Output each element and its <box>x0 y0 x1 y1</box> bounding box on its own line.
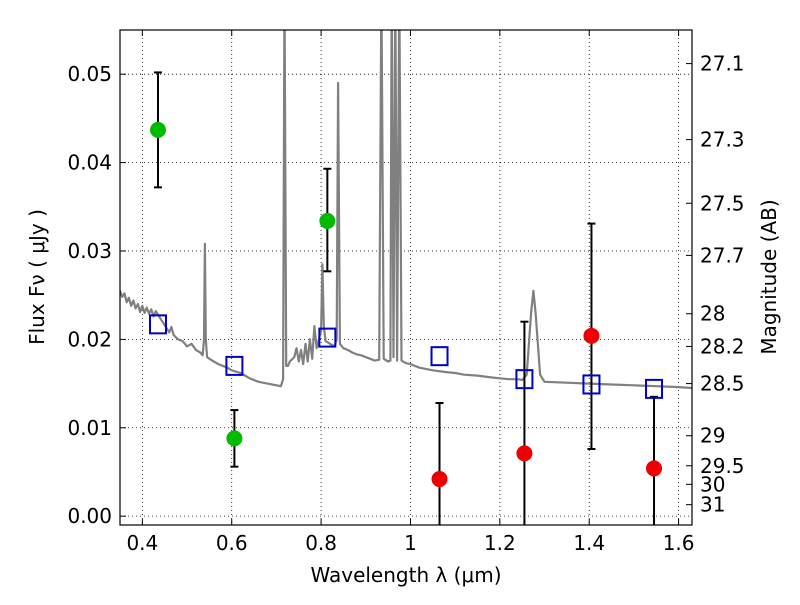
detection-point <box>226 430 243 447</box>
y2-tick-label: 28.5 <box>700 372 745 396</box>
y2-tick-label: 27.7 <box>700 243 745 267</box>
detection-point <box>319 212 336 229</box>
plot-frame <box>119 29 693 526</box>
y2-tick-label: 29 <box>700 424 725 448</box>
model-photometry-square <box>515 369 534 390</box>
x-tick-label: 0.6 <box>216 531 248 555</box>
nondetection-point <box>431 471 448 488</box>
sed-model-line <box>120 30 692 390</box>
model-photometry-square <box>148 314 167 335</box>
model-photometry-square <box>645 378 664 399</box>
detection-point <box>149 121 166 138</box>
y-tick-label: 0.02 <box>67 327 112 351</box>
y2-tick-label: 28 <box>700 302 725 326</box>
nondetection-point <box>516 445 533 462</box>
y-tick-label: 0.04 <box>67 151 112 175</box>
nondetection-point <box>646 460 663 477</box>
x-axis-label: Wavelength λ (μm) <box>310 563 501 587</box>
y-axis-label: Flux Fν ( μJy ) <box>25 209 49 345</box>
x-tick-label: 1.6 <box>663 531 695 555</box>
nondetection-point <box>583 327 600 344</box>
model-photometry-square <box>225 355 244 376</box>
y2-tick-label: 27.1 <box>700 52 745 76</box>
y-tick-label: 0.03 <box>67 239 112 263</box>
y2-tick-label: 31 <box>700 493 725 517</box>
y2-tick-label: 27.3 <box>700 128 745 152</box>
y2-tick-label: 30 <box>700 472 725 496</box>
model-photometry-square <box>430 346 449 367</box>
axes: 0.4 0.6 0.8 1 1.2 1.4 1.6 0.00 0.01 0.02 0.03 0.04 0… <box>67 29 745 555</box>
x-tick-label: 0.8 <box>305 531 337 555</box>
y-tick-label: 0.00 <box>67 504 112 528</box>
y2-axis-label: Magnitude (AB) <box>757 199 781 354</box>
x-tick-label: 1.4 <box>573 531 605 555</box>
y-tick-label: 0.01 <box>67 416 112 440</box>
y2-tick-label: 28.2 <box>700 334 745 358</box>
model-photometry-square <box>582 374 601 395</box>
model-photometry-square <box>318 327 337 348</box>
y-tick-label: 0.05 <box>67 62 112 86</box>
y2-tick-label: 27.5 <box>700 191 745 215</box>
x-tick-label: 1 <box>404 531 417 555</box>
y2-tick-label: 29.5 <box>700 454 745 478</box>
x-tick-label: 1.2 <box>484 531 516 555</box>
x-tick-label: 0.4 <box>126 531 158 555</box>
